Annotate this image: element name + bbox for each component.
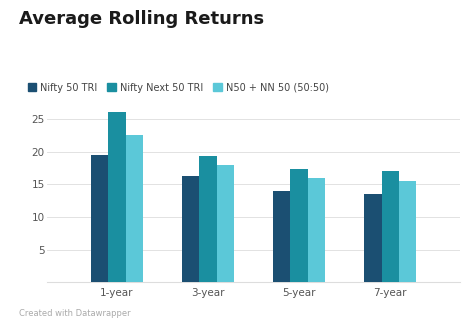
Legend: Nifty 50 TRI, Nifty Next 50 TRI, N50 + NN 50 (50:50): Nifty 50 TRI, Nifty Next 50 TRI, N50 + N… [24, 79, 332, 97]
Bar [217, 165, 234, 282]
Bar [291, 169, 308, 282]
Bar [108, 112, 126, 282]
Bar [399, 181, 416, 282]
Bar [91, 155, 108, 282]
Text: Created with Datawrapper: Created with Datawrapper [19, 309, 130, 318]
Text: Average Rolling Returns: Average Rolling Returns [19, 10, 264, 28]
Bar [200, 156, 217, 282]
Bar [382, 171, 399, 282]
Bar [364, 194, 382, 282]
Bar [126, 135, 143, 282]
Bar [182, 176, 200, 282]
Bar [308, 178, 325, 282]
Bar [273, 191, 291, 282]
